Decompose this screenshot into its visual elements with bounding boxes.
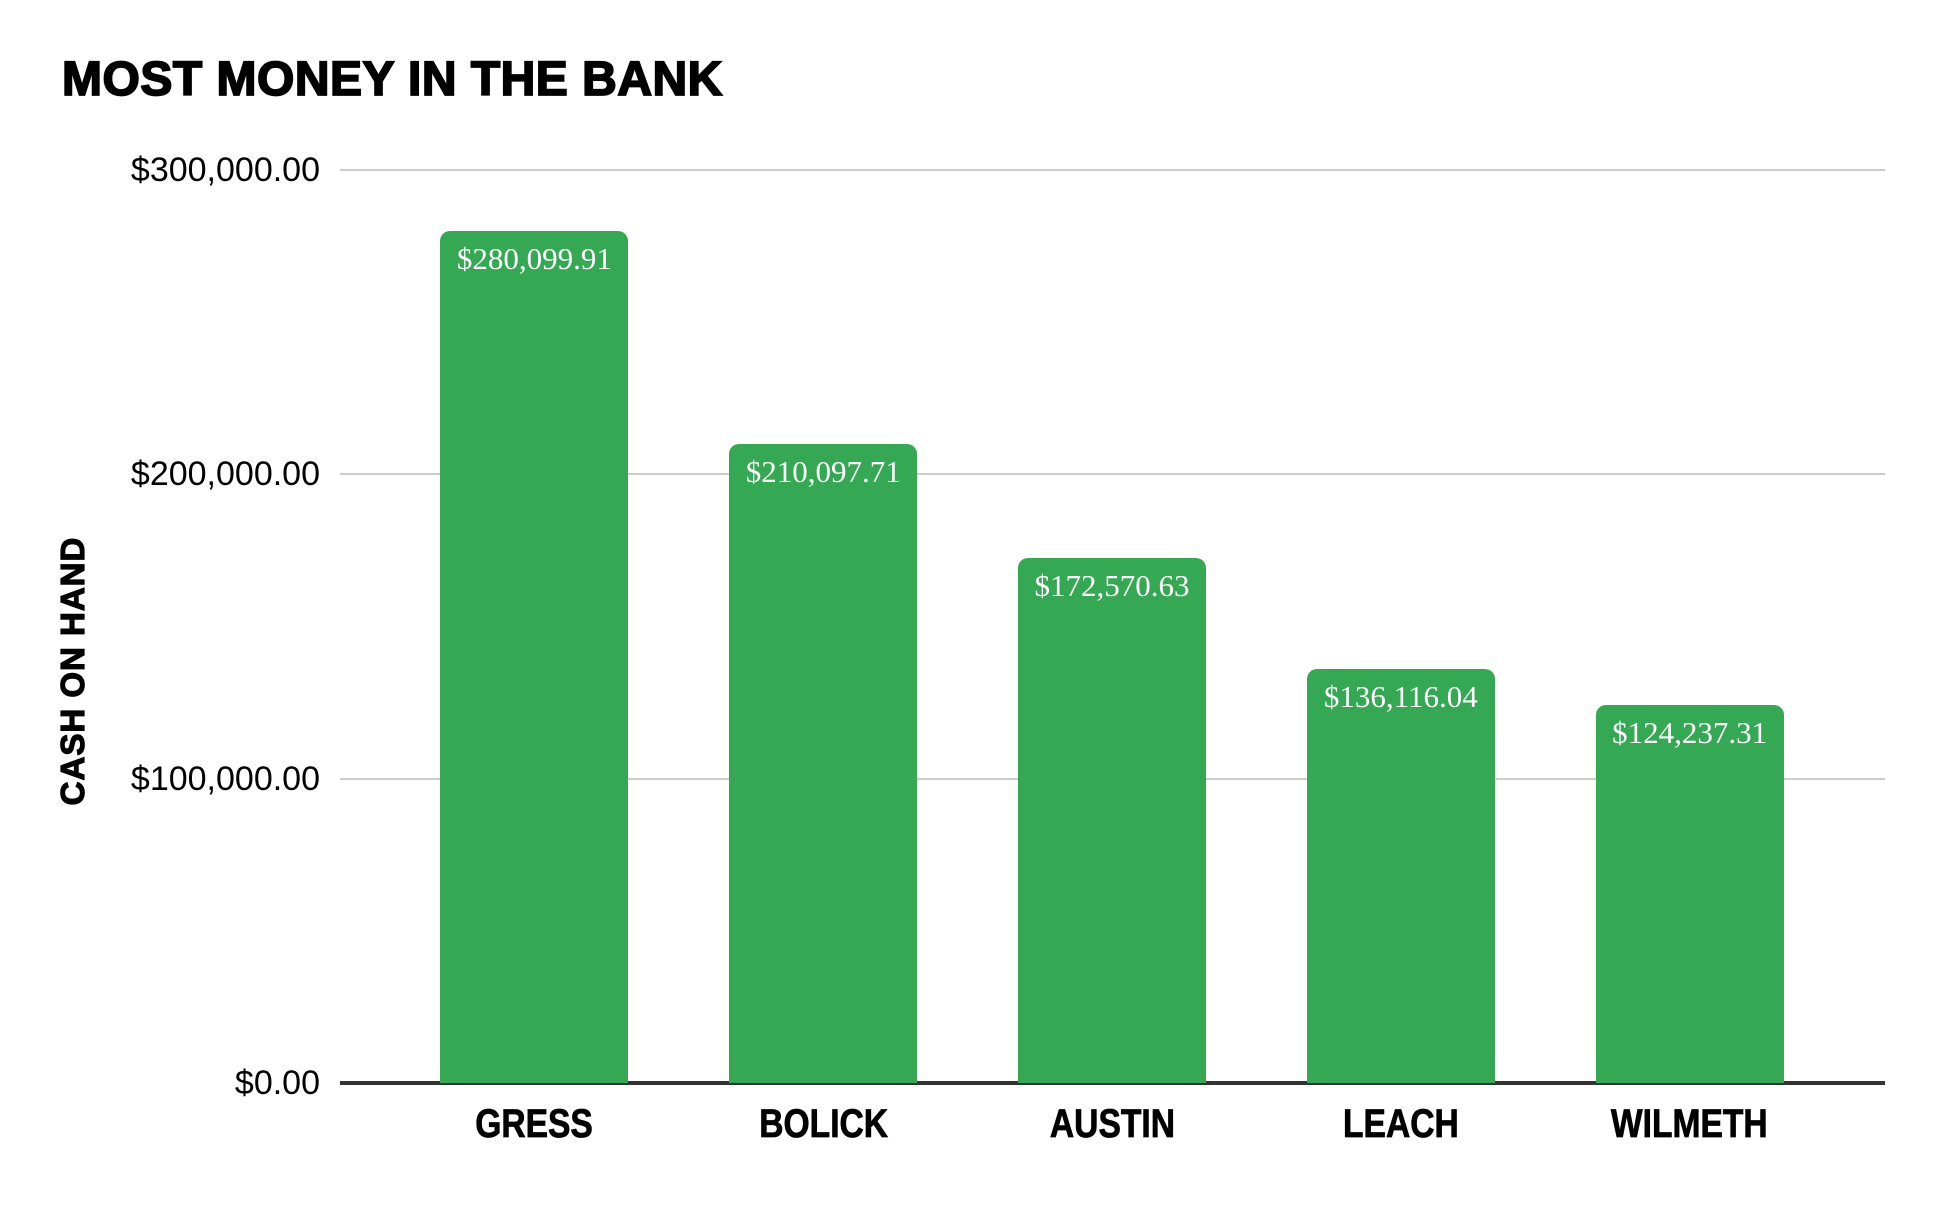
bar-wilmeth: $124,237.31	[1595, 704, 1784, 1083]
category-slot: LEACH	[1256, 1098, 1545, 1150]
bar-gress: $280,099.91	[440, 230, 629, 1083]
bar-slot: $280,099.91	[390, 170, 679, 1083]
category-slot: GRESS	[390, 1098, 679, 1150]
category-slot: WILMETH	[1545, 1098, 1834, 1150]
x-axis-category-labels: GRESS BOLICK AUSTIN LEACH WILMETH	[390, 1098, 1834, 1150]
x-category-label: LEACH	[1342, 1101, 1459, 1146]
gridline	[340, 169, 1885, 171]
y-tick-label: $300,000.00	[130, 151, 320, 189]
chart-title: MOST MONEY IN THE BANK	[61, 52, 723, 107]
x-category-label: WILMETH	[1611, 1101, 1768, 1146]
x-category-label: BOLICK	[758, 1101, 888, 1146]
y-tick-label: $200,000.00	[130, 455, 320, 494]
category-slot: AUSTIN	[968, 1098, 1257, 1150]
bar-slot: $210,097.71	[679, 170, 968, 1083]
bar-value-label: $210,097.71	[745, 453, 901, 489]
bar-value-label: $172,570.63	[1034, 567, 1190, 603]
x-axis-line	[340, 1081, 1885, 1085]
bar-value-label: $124,237.31	[1612, 714, 1768, 750]
bar-value-label: $280,099.91	[456, 240, 612, 276]
bar-bolick: $210,097.71	[729, 443, 918, 1083]
x-category-label: GRESS	[475, 1101, 594, 1146]
bars-row: $280,099.91 $210,097.71 $172,570.63 $136,11…	[390, 170, 1834, 1083]
bar-austin: $172,570.63	[1017, 557, 1206, 1083]
category-slot: BOLICK	[679, 1098, 968, 1150]
bar-slot: $136,116.04	[1256, 170, 1545, 1083]
y-tick-label: $100,000.00	[130, 759, 320, 798]
y-tick-label: $0.00	[234, 1064, 320, 1102]
bar-leach: $136,116.04	[1306, 668, 1495, 1083]
x-category-label: AUSTIN	[1049, 1101, 1175, 1146]
gridline	[340, 473, 1885, 476]
bar-slot: $172,570.63	[968, 170, 1257, 1083]
bar-slot: $124,237.31	[1545, 170, 1834, 1083]
bar-value-label: $136,116.04	[1323, 678, 1478, 714]
